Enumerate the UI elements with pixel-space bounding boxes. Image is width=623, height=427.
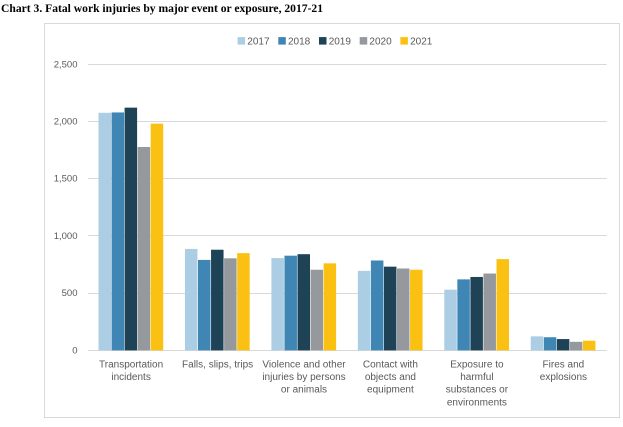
svg-text:substances or: substances or (446, 385, 509, 396)
svg-text:Transportation: Transportation (99, 360, 163, 371)
svg-text:Exposure to: Exposure to (450, 360, 504, 371)
svg-text:2,500: 2,500 (54, 59, 78, 70)
svg-text:2021: 2021 (410, 36, 433, 47)
svg-text:or animals: or animals (281, 385, 327, 396)
svg-text:Fires and: Fires and (543, 360, 585, 371)
svg-text:500: 500 (62, 288, 78, 299)
svg-text:incidents: incidents (111, 372, 150, 383)
svg-text:harmful: harmful (460, 372, 493, 383)
svg-text:1,500: 1,500 (54, 174, 78, 185)
svg-text:2019: 2019 (329, 36, 352, 47)
svg-text:equipment: equipment (367, 385, 414, 396)
svg-text:environments: environments (447, 397, 507, 408)
svg-text:Chart 3. Fatal work injuries b: Chart 3. Fatal work injuries by major ev… (1, 2, 323, 15)
svg-text:Contact with: Contact with (363, 360, 418, 371)
svg-text:2020: 2020 (369, 36, 392, 47)
svg-text:2,000: 2,000 (54, 117, 78, 128)
svg-text:0: 0 (72, 345, 77, 356)
svg-text:Violence and other: Violence and other (262, 360, 346, 371)
svg-text:1,000: 1,000 (54, 231, 78, 242)
svg-text:injuries by persons: injuries by persons (262, 372, 345, 383)
svg-text:objects and: objects and (365, 372, 416, 383)
svg-text:2017: 2017 (247, 36, 270, 47)
svg-text:2018: 2018 (288, 36, 311, 47)
svg-text:explosions: explosions (540, 372, 587, 383)
svg-text:Falls, slips, trips: Falls, slips, trips (182, 360, 253, 371)
